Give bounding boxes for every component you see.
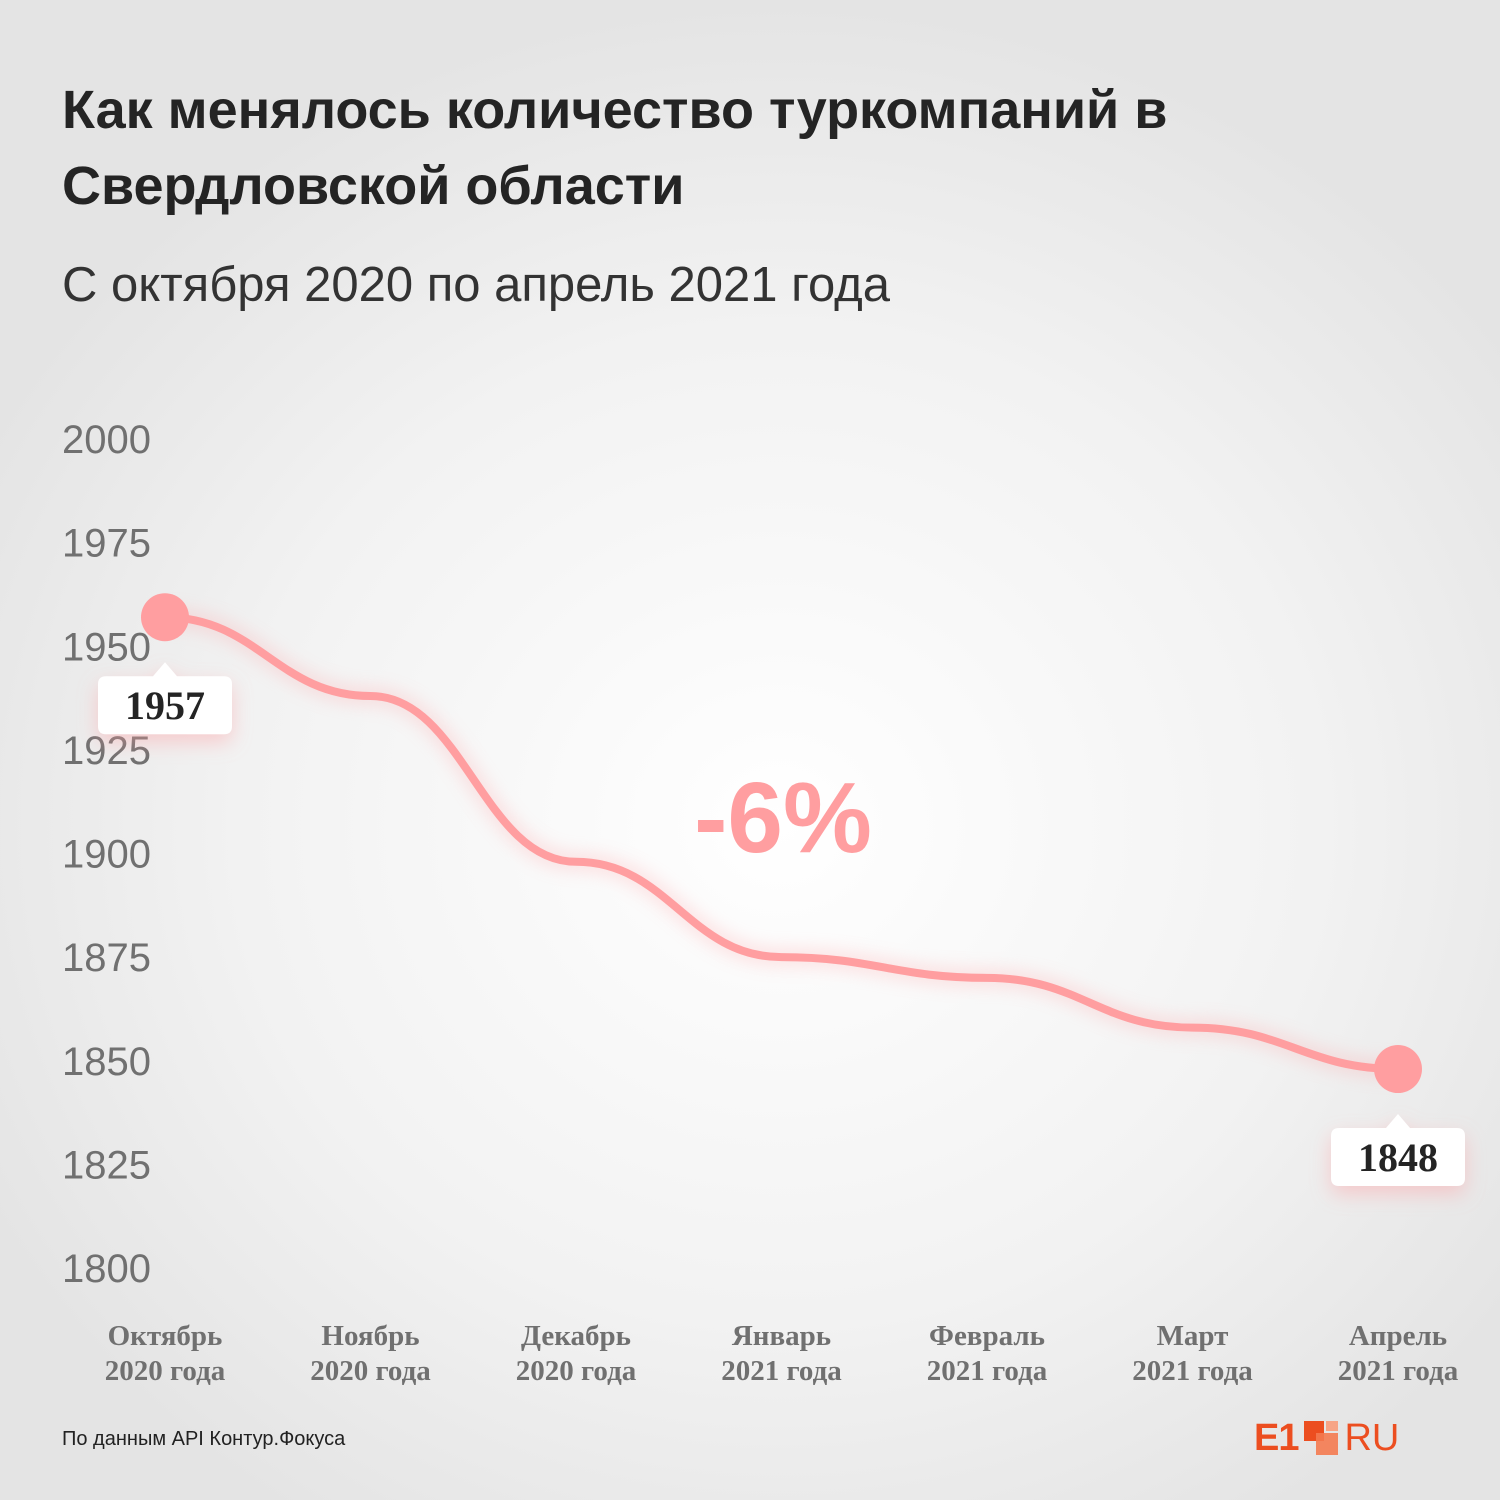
y-tick-label: 1900 [62, 833, 151, 877]
x-tick-label: Март 2021 года [1132, 1320, 1253, 1387]
y-tick-label: 1925 [62, 729, 151, 773]
x-tick-label: Декабрь 2020 года [516, 1320, 637, 1387]
x-tick-label: Февраль 2021 года [927, 1320, 1048, 1387]
x-tick-label: Апрель 2021 года [1338, 1320, 1459, 1387]
e1-logo[interactable]: E1 RU [1254, 1416, 1400, 1459]
value-callout: 1848 [1331, 1114, 1465, 1187]
value-callout-text: 1957 [125, 683, 205, 728]
series-group [158, 610, 1405, 1077]
y-tick-label: 1875 [62, 936, 151, 980]
point-labels: 1957 1848 [98, 593, 1465, 1187]
y-tick-label: 2000 [62, 418, 151, 462]
data-point-marker [141, 593, 189, 642]
source-note: По данным API Контур.Фокуса [62, 1428, 346, 1450]
logo-e1-text: E1 [1254, 1416, 1299, 1459]
logo-blocks-icon [1304, 1421, 1339, 1455]
change-percent-label: -6% [694, 762, 872, 874]
x-tick-label: Январь 2021 года [721, 1320, 842, 1387]
logo-ru-text: RU [1344, 1416, 1400, 1459]
y-tick-label: 1825 [62, 1143, 151, 1187]
series-line [161, 613, 1402, 1074]
y-axis: 2000 1975 1950 1925 1900 1875 1850 1825 1800 [62, 418, 151, 1291]
chart-title: Как менялось количество туркомпаний в Св… [62, 80, 1168, 216]
y-tick-label: 1850 [62, 1040, 151, 1084]
value-callout: 1957 [98, 662, 232, 735]
value-callout-text: 1848 [1358, 1135, 1438, 1180]
chart-subtitle: С октября 2020 по апрель 2021 года [62, 258, 890, 312]
x-tick-label: Ноябрь 2020 года [310, 1320, 431, 1387]
y-tick-label: 1975 [62, 522, 151, 566]
y-tick-label: 1800 [62, 1247, 151, 1291]
value-callout-box [1331, 1114, 1465, 1187]
x-axis: Октябрь 2020 года Ноябрь 2020 года Декабрь 20… [105, 1320, 1459, 1387]
data-point-marker [1374, 1045, 1422, 1094]
x-tick-label: Октябрь 2020 года [105, 1320, 226, 1387]
y-tick-label: 1950 [62, 625, 151, 669]
value-callout-box [98, 662, 232, 735]
